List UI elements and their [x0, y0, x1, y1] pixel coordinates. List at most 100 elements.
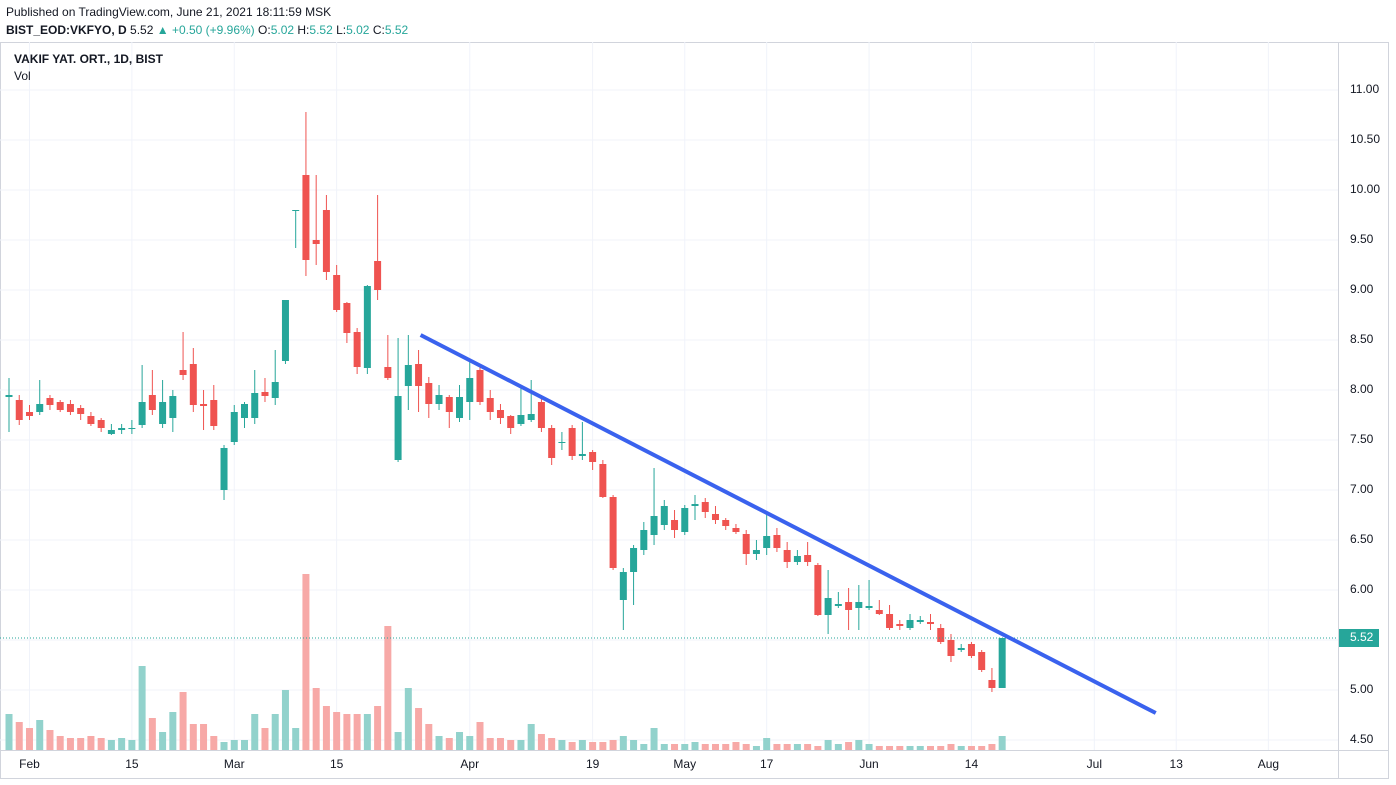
volume-bar — [568, 742, 576, 750]
volume-bar — [722, 744, 730, 750]
candle-body — [363, 286, 371, 368]
candle-body — [691, 504, 699, 506]
candle-body — [476, 370, 484, 402]
candle-body — [650, 516, 658, 535]
volume-bar — [496, 738, 504, 750]
field-value: 5.52 — [309, 23, 333, 37]
candle-body — [25, 412, 33, 416]
grid — [0, 42, 1338, 750]
candle-body — [374, 261, 382, 290]
candle-body — [415, 364, 423, 386]
candle-body — [210, 400, 218, 426]
x-tick-label: Apr — [460, 757, 479, 771]
y-tick-label: 7.50 — [1350, 432, 1374, 446]
volume-bar — [374, 706, 382, 750]
candle-body — [824, 598, 832, 615]
candle-body — [456, 397, 464, 418]
candle-body — [967, 644, 975, 656]
volume-bar — [691, 742, 699, 750]
ohlc-fields: O:5.02 H:5.52 L:5.02 C:5.52 — [258, 23, 408, 37]
x-tick-label: Jul — [1087, 757, 1102, 771]
volume-bar — [558, 740, 566, 750]
volume-bar — [261, 728, 269, 750]
candle-body — [5, 395, 13, 397]
y-tick-label: 11.00 — [1350, 82, 1379, 96]
candle-body — [97, 420, 105, 428]
x-tick-label: 15 — [125, 757, 139, 771]
volume-bar — [886, 746, 894, 750]
candle-body — [711, 514, 719, 520]
volume-bar — [875, 746, 883, 750]
candle-body — [394, 396, 402, 460]
volume-bar — [865, 744, 873, 750]
volume-bar — [589, 742, 597, 750]
candle-body — [763, 536, 771, 548]
volume-bar — [415, 708, 423, 750]
volume-bar — [630, 740, 638, 750]
candle-body — [496, 410, 504, 418]
volume-bar — [527, 724, 535, 750]
volume-bar — [537, 734, 545, 750]
volume-bar — [159, 732, 167, 750]
volume-bar — [322, 706, 330, 750]
candle-body — [671, 520, 679, 530]
y-tick-label: 10.00 — [1350, 182, 1380, 196]
volume-bar — [302, 574, 310, 750]
volume-bar — [752, 746, 760, 750]
candle-body — [302, 175, 310, 260]
candle-body — [46, 398, 54, 405]
x-tick-label: 19 — [586, 757, 600, 771]
volume-bar — [834, 744, 842, 750]
volume-bar — [230, 740, 238, 750]
candle-body — [886, 614, 894, 628]
candle-body — [230, 412, 238, 442]
volume-bar — [66, 738, 74, 750]
change: ▲ +0.50 (+9.96%) — [156, 23, 255, 37]
candle-body — [937, 628, 945, 642]
candle-body — [988, 680, 996, 688]
volume-bar — [466, 736, 474, 750]
volume-bar — [988, 744, 996, 750]
candle-body — [200, 404, 208, 406]
volume-bar — [241, 740, 249, 750]
volume-bar — [896, 746, 904, 750]
last-price-label: 5.52 — [1350, 630, 1374, 644]
volume-bar — [804, 744, 812, 750]
volume-bar — [793, 744, 801, 750]
volume-bar — [353, 714, 361, 750]
volume-bar — [189, 724, 197, 750]
volume-bar — [435, 736, 443, 750]
candle-body — [681, 508, 689, 532]
candle-body — [56, 402, 64, 410]
x-tick-label: Aug — [1258, 757, 1279, 771]
volume-bar — [742, 744, 750, 750]
volume — [5, 574, 1006, 750]
candle-body — [814, 565, 822, 615]
volume-bar — [916, 746, 924, 750]
volume-bar — [107, 740, 115, 750]
candle-body — [322, 210, 330, 272]
candle-body — [343, 303, 351, 333]
candle-body — [87, 416, 95, 424]
volume-bar — [957, 746, 965, 750]
y-tick-label: 8.50 — [1350, 332, 1374, 346]
candle-body — [537, 402, 545, 428]
chart-frame — [0, 42, 1389, 779]
volume-bar — [548, 738, 556, 750]
x-tick-label: Feb — [19, 757, 40, 771]
y-tick-label: 6.50 — [1350, 532, 1374, 546]
volume-bar — [609, 740, 617, 750]
volume-bar — [732, 742, 740, 750]
candle-body — [118, 428, 126, 430]
volume-bar — [507, 740, 515, 750]
volume-bar — [855, 740, 863, 750]
candle-body — [66, 404, 74, 412]
symbol-legend: BIST_EOD:VKFYO, D 5.52 ▲ +0.50 (+9.96%) … — [6, 23, 408, 37]
x-tick-label: 14 — [965, 757, 979, 771]
y-tick-label: 5.00 — [1350, 682, 1374, 696]
volume-bar — [36, 720, 44, 750]
candle-body — [630, 548, 638, 572]
candle-body — [998, 638, 1006, 688]
volume-bar — [210, 736, 218, 750]
volume-bar — [599, 742, 607, 750]
